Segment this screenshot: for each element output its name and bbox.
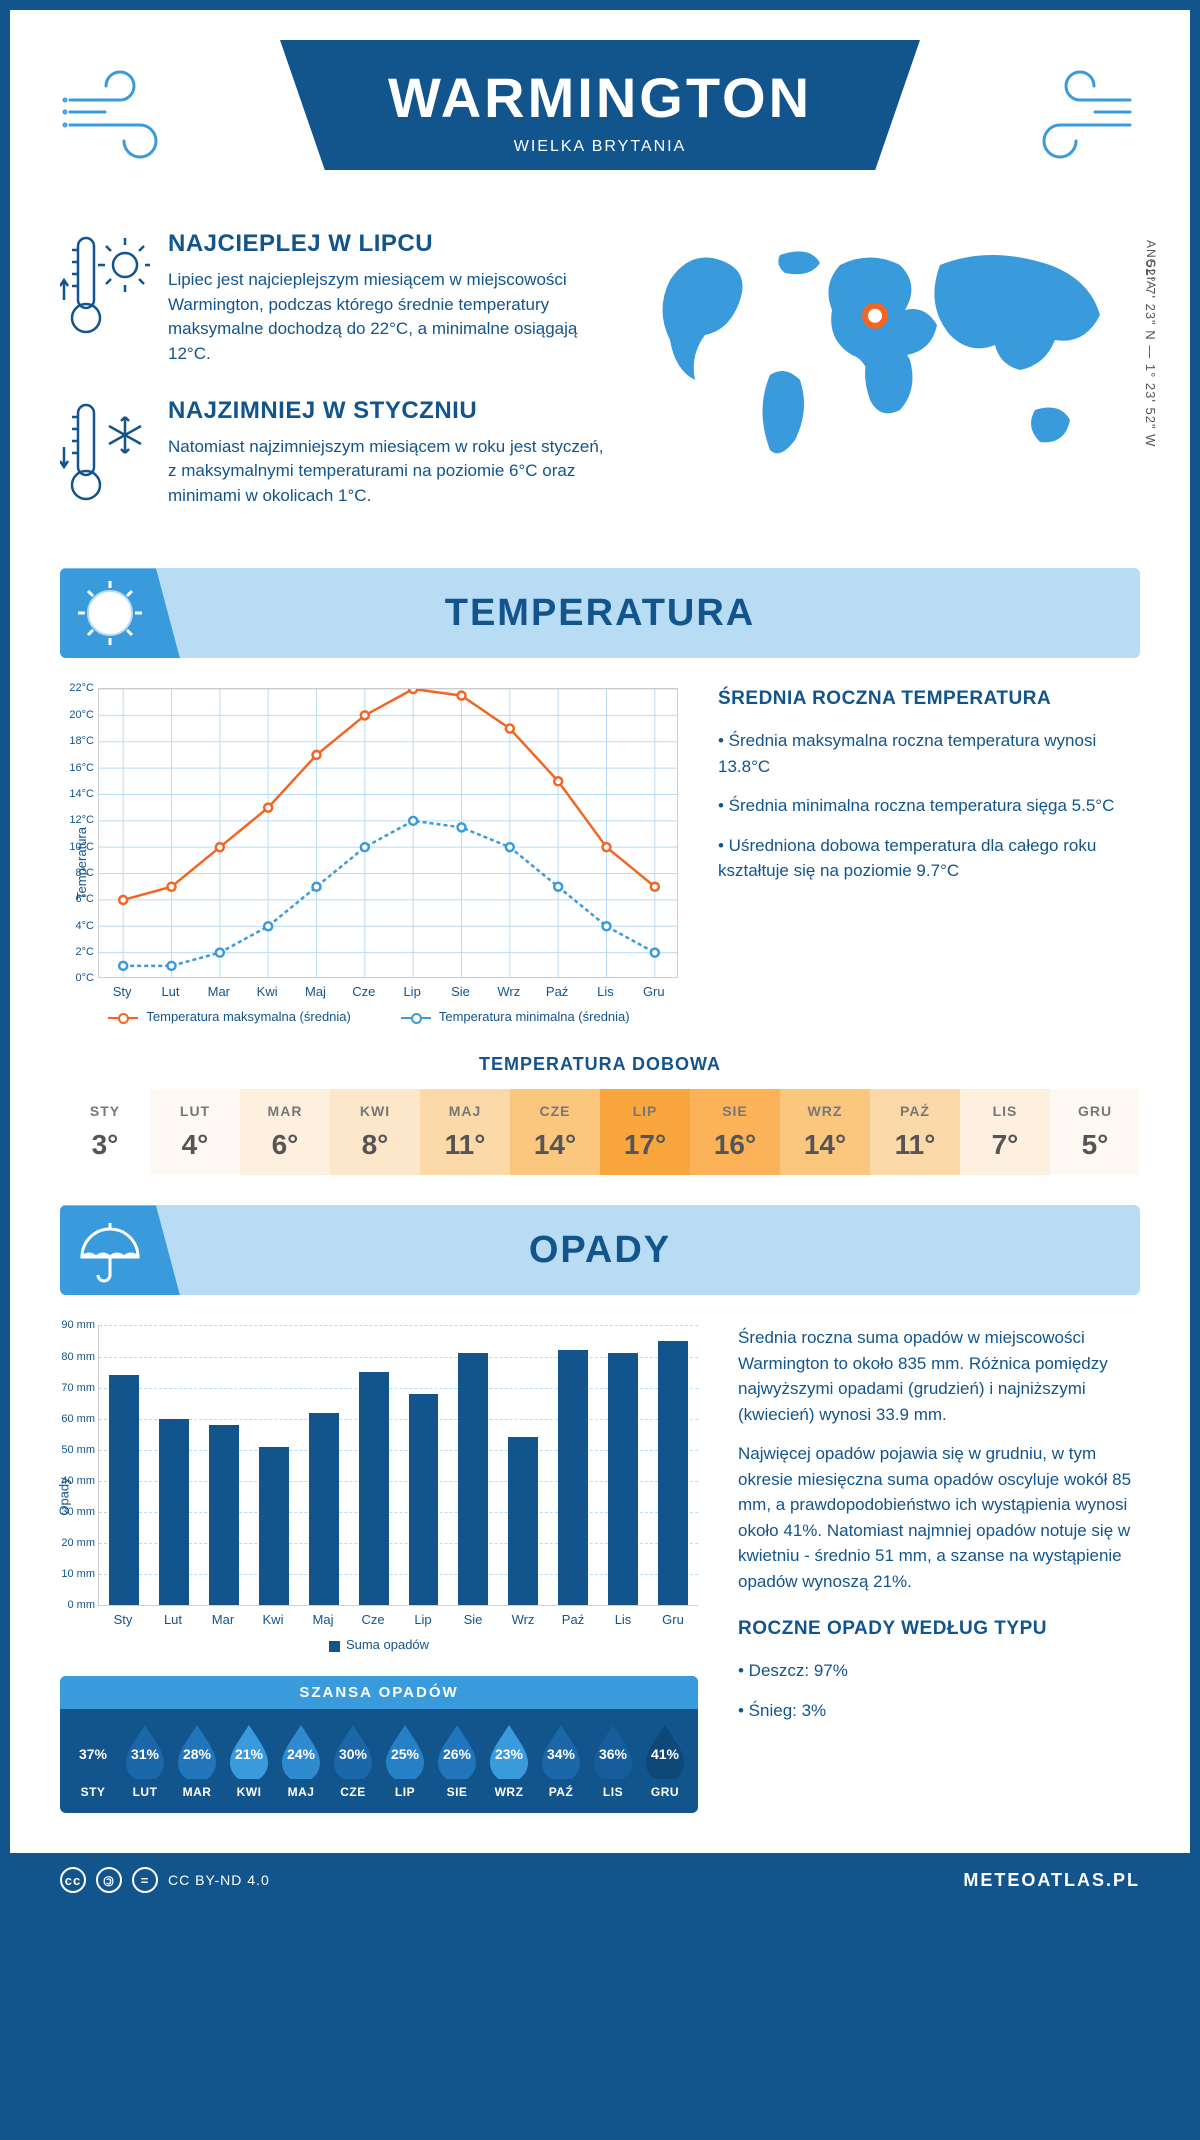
precip-bar: [598, 1353, 648, 1605]
chance-drop: 23% WRZ: [486, 1723, 532, 1799]
daily-temp-cell: KWI8°: [330, 1089, 420, 1175]
precip-bar: [149, 1419, 199, 1606]
chance-drop: 31% LUT: [122, 1723, 168, 1799]
precip-bar: [498, 1437, 548, 1605]
temp-side-title: ŚREDNIA ROCZNA TEMPERATURA: [718, 688, 1140, 710]
fact-warmest-title: NAJCIEPLEJ W LIPCU: [168, 230, 610, 258]
country-name: WIELKA BRYTANIA: [370, 138, 830, 156]
precip-bar-chart: Opady 0 mm10 mm20 mm30 mm40 mm50 mm60 mm…: [60, 1325, 698, 1652]
cc-icon: cc: [60, 1867, 86, 1893]
coords-label: 52° 7' 23" N — 1° 23' 52" W: [1143, 260, 1158, 447]
daily-temp-cell: SIE16°: [690, 1089, 780, 1175]
chance-title: SZANSA OPADÓW: [60, 1676, 698, 1709]
temp-bullet: • Średnia minimalna roczna temperatura s…: [718, 793, 1140, 819]
temperature-title: TEMPERATURA: [445, 592, 756, 635]
chance-drop: 21% KWI: [226, 1723, 272, 1799]
daily-temp-cell: LIP17°: [600, 1089, 690, 1175]
brand: METEOATLAS.PL: [963, 1870, 1140, 1891]
wind-icon-right: [1010, 70, 1140, 170]
header-banner: WARMINGTON WIELKA BRYTANIA: [60, 40, 1140, 210]
temperature-summary: ŚREDNIA ROCZNA TEMPERATURA • Średnia mak…: [718, 688, 1140, 1024]
daily-temp-cell: MAR6°: [240, 1089, 330, 1175]
precip-bar: [99, 1375, 149, 1605]
daily-temp-cell: GRU5°: [1050, 1089, 1140, 1175]
precip-bar: [249, 1447, 299, 1606]
precip-type-title: ROCZNE OPADY WEDŁUG TYPU: [738, 1618, 1140, 1640]
chance-drop: 36% LIS: [590, 1723, 636, 1799]
city-name: WARMINGTON: [370, 65, 830, 130]
precip-bar: [648, 1341, 698, 1605]
temperature-line-chart: Temperatura 0°C2°C4°C6°C8°C10°C12°C14°C1…: [60, 688, 678, 1024]
chance-drop: 24% MAJ: [278, 1723, 324, 1799]
umbrella-icon: [75, 1215, 145, 1285]
daily-temp-cell: STY3°: [60, 1089, 150, 1175]
thermometer-sun-icon: [60, 230, 150, 367]
precip-legend: Suma opadów: [60, 1637, 698, 1652]
temp-bullet: • Średnia maksymalna roczna temperatura …: [718, 728, 1140, 779]
daily-temp-cell: MAJ11°: [420, 1089, 510, 1175]
legend-min: Temperatura minimalna (średnia): [439, 1009, 630, 1024]
chance-box: SZANSA OPADÓW 37% STY 31% LUT 28% MAR 21…: [60, 1676, 698, 1813]
chance-drop: 41% GRU: [642, 1723, 688, 1799]
chance-drop: 30% CZE: [330, 1723, 376, 1799]
precip-bar: [299, 1413, 349, 1606]
license-text: CC BY-ND 4.0: [168, 1872, 270, 1888]
sun-icon: [75, 578, 145, 648]
chance-drop: 28% MAR: [174, 1723, 220, 1799]
temp-plot: [98, 688, 678, 978]
chance-drop: 34% PAŹ: [538, 1723, 584, 1799]
daily-temp-title: TEMPERATURA DOBOWA: [60, 1054, 1140, 1075]
section-header-temperature: TEMPERATURA: [60, 568, 1140, 658]
fact-coldest-text: Natomiast najzimniejszym miesiącem w rok…: [168, 435, 610, 509]
precip-bar: [199, 1425, 249, 1605]
fact-coldest-title: NAJZIMNIEJ W STYCZNIU: [168, 397, 610, 425]
section-header-precip: OPADY: [60, 1205, 1140, 1295]
nd-icon: =: [132, 1867, 158, 1893]
precip-bar: [349, 1372, 399, 1605]
daily-temp-cell: LUT4°: [150, 1089, 240, 1175]
daily-temp-cell: PAŹ11°: [870, 1089, 960, 1175]
world-map: [640, 230, 1140, 490]
precip-x-axis: StyLutMarKwiMajCzeLipSieWrzPaźLisGru: [98, 1612, 698, 1627]
precip-type-1: • Deszcz: 97%: [738, 1658, 1140, 1684]
precip-type-2: • Śnieg: 3%: [738, 1698, 1140, 1724]
precip-p2: Najwięcej opadów pojawia się w grudniu, …: [738, 1441, 1140, 1594]
temp-x-axis: StyLutMarKwiMajCzeLipSieWrzPaźLisGru: [98, 984, 678, 999]
legend-max: Temperatura maksymalna (średnia): [146, 1009, 350, 1024]
precip-p1: Średnia roczna suma opadów w miejscowośc…: [738, 1325, 1140, 1427]
wind-icon-left: [60, 70, 190, 170]
fact-coldest: NAJZIMNIEJ W STYCZNIU Natomiast najzimni…: [60, 397, 610, 509]
precip-title: OPADY: [529, 1229, 671, 1272]
thermometer-snow-icon: [60, 397, 150, 509]
daily-temp-strip: STY3°LUT4°MAR6°KWI8°MAJ11°CZE14°LIP17°SI…: [60, 1089, 1140, 1175]
chance-drop: 37% STY: [70, 1723, 116, 1799]
daily-temp-cell: WRZ14°: [780, 1089, 870, 1175]
precip-bar: [548, 1350, 598, 1605]
fact-warmest: NAJCIEPLEJ W LIPCU Lipiec jest najcieple…: [60, 230, 610, 367]
fact-warmest-text: Lipiec jest najcieplejszym miesiącem w m…: [168, 268, 610, 367]
daily-temp-cell: CZE14°: [510, 1089, 600, 1175]
chance-drop: 26% SIE: [434, 1723, 480, 1799]
precip-summary: Średnia roczna suma opadów w miejscowośc…: [738, 1325, 1140, 1813]
by-icon: 🄯: [96, 1867, 122, 1893]
license-block: cc 🄯 = CC BY-ND 4.0: [60, 1867, 270, 1893]
footer: cc 🄯 = CC BY-ND 4.0 METEOATLAS.PL: [10, 1853, 1190, 1907]
title-ribbon: WARMINGTON WIELKA BRYTANIA: [280, 40, 920, 170]
chance-drop: 25% LIP: [382, 1723, 428, 1799]
daily-temp-cell: LIS7°: [960, 1089, 1050, 1175]
temp-legend: Temperatura maksymalna (średnia) Tempera…: [60, 1009, 678, 1024]
temp-bullet: • Uśredniona dobowa temperatura dla całe…: [718, 833, 1140, 884]
precip-bar: [448, 1353, 498, 1605]
precip-bar: [399, 1394, 449, 1606]
